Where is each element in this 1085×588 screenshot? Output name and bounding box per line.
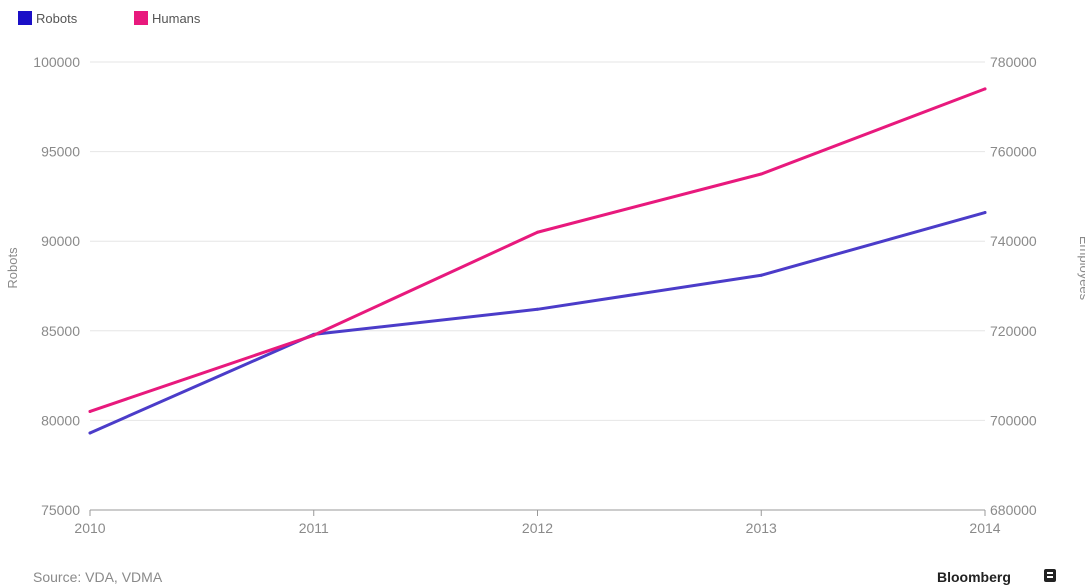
y-axis-right-title: Employees	[1077, 236, 1085, 301]
x-tick-label: 2014	[969, 520, 1000, 536]
series-line-robots	[88, 211, 987, 435]
x-tick-label: 2012	[522, 520, 553, 536]
y-tick-label-left: 90000	[41, 233, 80, 249]
y-tick-label-right: 720000	[990, 323, 1037, 339]
legend-label-humans: Humans	[152, 11, 201, 26]
y-tick-label-left: 75000	[41, 502, 80, 518]
legend: Robots Humans	[18, 11, 201, 26]
y-tick-label-right: 680000	[990, 502, 1037, 518]
y-axis-left-title: Robots	[5, 247, 20, 289]
data-point-robots	[983, 211, 987, 215]
y-tick-label-right: 700000	[990, 412, 1037, 428]
x-tick-label: 2013	[746, 520, 777, 536]
legend-label-robots: Robots	[36, 11, 78, 26]
data-point-robots	[536, 307, 539, 311]
legend-swatch-robots	[18, 11, 32, 25]
brand: Bloomberg	[937, 569, 1056, 585]
axes: 75000 80000 85000 90000 95000 100000 680000 700…	[33, 54, 1037, 536]
source-note: Source: VDA, VDMA	[33, 569, 163, 585]
y-tick-label-left: 100000	[33, 54, 80, 70]
legend-item-robots: Robots	[18, 11, 78, 26]
data-point-humans	[88, 409, 92, 413]
data-point-humans	[536, 230, 539, 234]
x-tick-label: 2010	[74, 520, 105, 536]
y-tick-label-left: 80000	[41, 412, 80, 428]
gridlines	[90, 61, 985, 421]
y-tick-label-left: 85000	[41, 323, 80, 339]
legend-swatch-humans	[134, 11, 148, 25]
y-tick-label-left: 95000	[41, 144, 80, 160]
x-tick-label: 2011	[299, 520, 329, 536]
y-tick-label-right: 740000	[990, 233, 1037, 249]
legend-item-humans: Humans	[134, 11, 201, 26]
data-point-humans	[759, 172, 763, 176]
data-point-robots	[88, 431, 92, 435]
series-lines	[88, 87, 987, 435]
y-tick-label-right: 780000	[990, 54, 1037, 70]
data-point-humans	[312, 333, 316, 337]
data-point-humans	[983, 87, 987, 91]
data-point-robots	[759, 273, 763, 277]
brand-name: Bloomberg	[937, 569, 1011, 585]
y-tick-label-right: 760000	[990, 144, 1037, 160]
bloomberg-logo-icon	[1044, 569, 1056, 582]
